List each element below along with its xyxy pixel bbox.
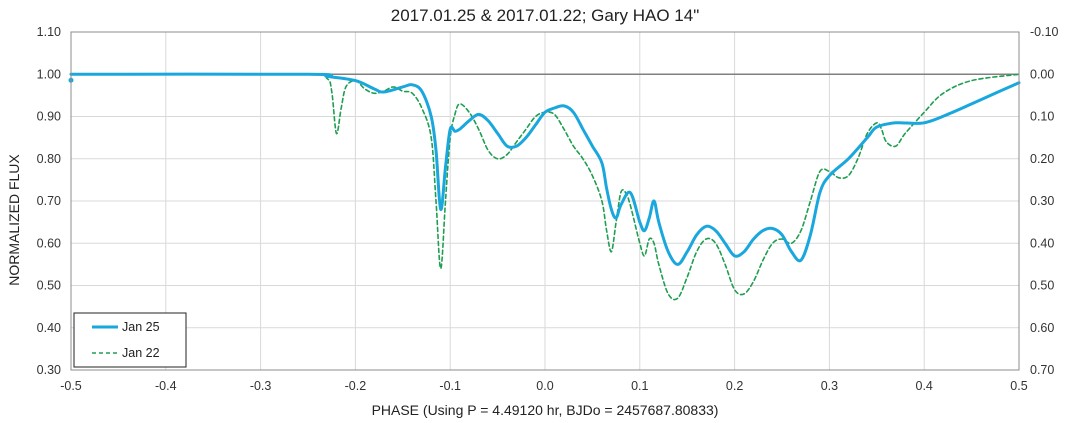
- y-axis-title: NORMALIZED FLUX: [6, 154, 22, 286]
- y-tick-label: 0.80: [37, 152, 61, 166]
- y2-tick-label: 0.10: [1030, 110, 1054, 124]
- y-tick-label: 1.10: [37, 25, 61, 39]
- gridlines: [70, 31, 1020, 371]
- legend-label-jan-25: Jan 25: [122, 320, 160, 334]
- series-line-jan-22: [70, 73, 1020, 301]
- x-tick-label: 0.1: [631, 379, 648, 393]
- y2-tick-label: 0.50: [1030, 279, 1054, 293]
- y2-tick-label: 0.20: [1030, 152, 1054, 166]
- legend: Jan 25 Jan 22: [73, 312, 187, 368]
- y2-tick-label: 0.30: [1030, 194, 1054, 208]
- x-tick-label: 0.0: [536, 379, 553, 393]
- y-tick-label: 0.40: [37, 321, 61, 335]
- y-axis-ticks: 0.30 0.40 0.50 0.60 0.70 0.80 0.90 1.00 1.10: [37, 25, 61, 377]
- series-line-jan-25: [69, 72, 1021, 266]
- chart-title: 2017.01.25 & 2017.01.22; Gary HAO 14": [391, 6, 699, 25]
- legend-box: [73, 312, 187, 368]
- secondary-y-axis-ticks: 0.70 0.60 0.50 0.40 0.30 0.20 0.10 0.00 -0.10: [1030, 25, 1059, 377]
- y2-tick-label: 0.00: [1030, 67, 1054, 81]
- x-tick-label: 0.3: [821, 379, 838, 393]
- x-tick-label: 0.2: [726, 379, 743, 393]
- x-tick-label: -0.2: [345, 379, 367, 393]
- y2-tick-label: 0.70: [1030, 363, 1054, 377]
- y2-tick-label: -0.10: [1030, 25, 1059, 39]
- y2-tick-label: 0.60: [1030, 321, 1054, 335]
- y-tick-label: 1.00: [37, 67, 61, 81]
- x-tick-label: 0.4: [916, 379, 933, 393]
- plot-area-border: [70, 31, 1020, 371]
- x-tick-label: -0.5: [60, 379, 82, 393]
- y-tick-label: 0.90: [37, 110, 61, 124]
- y-tick-label: 0.30: [37, 363, 61, 377]
- x-tick-label: -0.1: [439, 379, 461, 393]
- series-layer: [68, 72, 1021, 301]
- x-axis-ticks: -0.5 -0.4 -0.3 -0.2 -0.1 0.0 0.1 0.2 0.3 0.4 0.5: [60, 379, 1028, 393]
- x-tick-label: -0.4: [155, 379, 177, 393]
- y2-tick-label: 0.40: [1030, 236, 1054, 250]
- x-axis-title: PHASE (Using P = 4.49120 hr, BJDo = 2457…: [372, 402, 719, 418]
- x-tick-label: 0.5: [1010, 379, 1027, 393]
- x-tick-label: -0.3: [250, 379, 272, 393]
- y-tick-label: 0.50: [37, 279, 61, 293]
- legend-label-jan-22: Jan 22: [122, 346, 160, 360]
- y-tick-label: 0.60: [37, 236, 61, 250]
- y-tick-label: 0.70: [37, 194, 61, 208]
